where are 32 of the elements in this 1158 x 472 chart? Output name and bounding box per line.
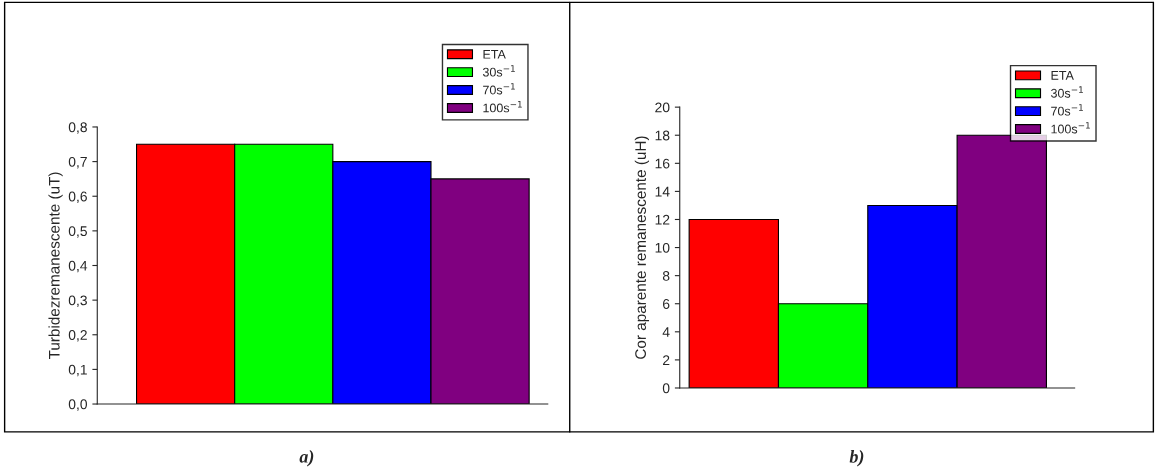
y-tick-label: 20 — [655, 102, 670, 113]
y-tick-label: 0,2 — [68, 330, 87, 342]
legend-label: 30s$^{−1}$ — [482, 65, 515, 77]
legend-label: 100s$^{−1}$ — [1051, 122, 1090, 134]
legend-label: ETA — [1051, 71, 1074, 80]
y-tick-label: 0,5 — [68, 226, 87, 238]
y-tick-label: 0,1 — [68, 364, 87, 377]
y-tick-label: 14 — [655, 186, 670, 197]
text: b) — [849, 450, 864, 467]
y-axis-title: Cor aparente remanescente (uH) — [634, 136, 650, 359]
y-tick-label: 4 — [662, 327, 670, 337]
y-tick-label: 18 — [655, 130, 670, 141]
y-tick-label: 0,7 — [68, 156, 87, 169]
y-tick-label: 0,8 — [68, 122, 87, 134]
y-tick-label: 0 — [662, 383, 670, 394]
legend-label: 100s$^{−1}$ — [483, 101, 522, 113]
legend-label: 70s$^{−1}$ — [483, 83, 515, 95]
legend-label: 30s$^{−1}$ — [1050, 86, 1083, 98]
y-tick-label: 10 — [655, 242, 670, 253]
y-tick-label: 0,6 — [68, 191, 87, 204]
y-tick-label: 16 — [655, 158, 670, 169]
y-tick-label: 2 — [663, 355, 670, 365]
y-tick-label: 0,4 — [68, 260, 88, 273]
legend-label: ETA — [483, 50, 506, 59]
y-tick-label: 8 — [662, 270, 670, 281]
text: a) — [299, 450, 314, 467]
y-tick-label: 12 — [655, 214, 670, 225]
y-tick-label: 0,0 — [68, 399, 88, 411]
y-axis-title: Turbidezremanescente (uT) — [48, 172, 63, 360]
y-tick-label: 6 — [663, 299, 670, 309]
y-tick-label: 0,3 — [68, 295, 87, 307]
legend-label: 70s$^{−1}$ — [1051, 104, 1083, 116]
